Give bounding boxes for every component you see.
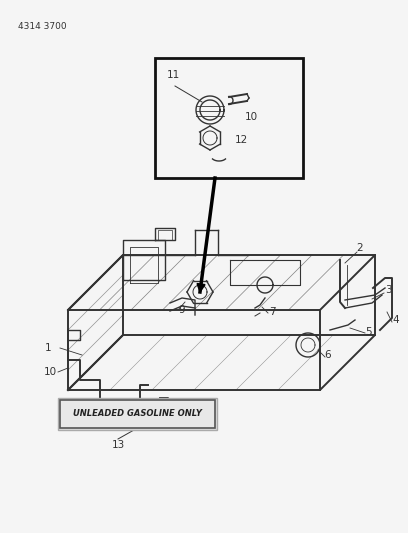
Text: 2: 2 xyxy=(357,243,363,253)
Text: 3: 3 xyxy=(385,285,391,295)
Text: 6: 6 xyxy=(325,350,331,360)
Text: 10: 10 xyxy=(43,367,57,377)
Text: 8: 8 xyxy=(139,413,145,423)
Text: 11: 11 xyxy=(167,70,180,80)
Bar xyxy=(60,400,215,428)
Text: 1: 1 xyxy=(45,343,51,353)
Polygon shape xyxy=(197,284,205,292)
Bar xyxy=(58,398,217,430)
Text: 13: 13 xyxy=(111,440,124,450)
Bar xyxy=(155,58,303,178)
Text: 5: 5 xyxy=(365,327,371,337)
Text: 7: 7 xyxy=(269,307,275,317)
Text: 4314 3700: 4314 3700 xyxy=(18,22,67,31)
Text: 12: 12 xyxy=(235,135,248,145)
Text: UNLEADED GASOLINE ONLY: UNLEADED GASOLINE ONLY xyxy=(73,409,202,418)
Text: 4: 4 xyxy=(392,315,399,325)
Text: 10: 10 xyxy=(245,112,258,122)
Text: 9: 9 xyxy=(179,305,185,315)
